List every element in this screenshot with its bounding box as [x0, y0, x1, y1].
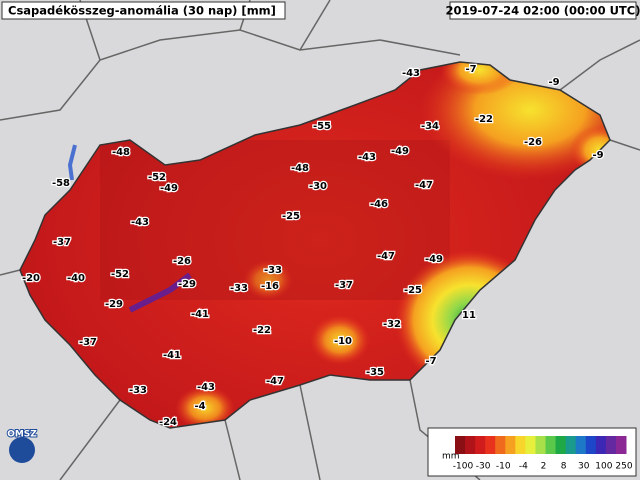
station-value: -25: [282, 211, 300, 222]
station-value: -10: [334, 336, 352, 347]
station-value: -43: [358, 152, 376, 163]
legend-swatch: [535, 436, 547, 454]
station-value: -43: [402, 68, 420, 79]
station-value: -33: [129, 385, 147, 396]
station-value: -7: [425, 356, 436, 367]
station-value: -34: [421, 121, 439, 132]
legend-swatch: [585, 436, 597, 454]
station-value: -26: [524, 137, 542, 148]
station-value: -40: [67, 273, 85, 284]
logo-emblem: [9, 437, 35, 463]
legend-unit: mm: [442, 452, 460, 462]
station-value: -35: [366, 367, 384, 378]
station-value: -49: [160, 183, 178, 194]
station-value: -37: [335, 280, 353, 291]
title-box: [1, 1, 286, 20]
station-value: -48: [112, 147, 130, 158]
station-value: -37: [79, 337, 97, 348]
station-value: -26: [173, 256, 191, 267]
legend-swatch: [495, 436, 506, 454]
legend-tick-label: -100: [453, 462, 474, 472]
legend-tick-label: 100: [595, 462, 612, 472]
legend-swatch: [505, 436, 516, 454]
logo: OMSZ: [7, 430, 37, 440]
station-value: -33: [264, 265, 282, 276]
station-value: -20: [22, 273, 40, 284]
station-value: -52: [111, 269, 129, 280]
station-value: -52: [148, 172, 166, 183]
timestamp: 2019-07-24 02:00 (00:00 UTC): [446, 4, 640, 18]
station-value: -37: [53, 237, 71, 248]
station-value: -7: [465, 64, 476, 75]
station-value: -48: [291, 163, 309, 174]
legend-swatch: [525, 436, 536, 454]
station-value: -43: [197, 382, 215, 393]
station-value: -22: [475, 114, 493, 125]
station-value: -47: [266, 376, 284, 387]
legend-swatch: [485, 436, 496, 454]
legend-swatch: [575, 436, 587, 454]
legend-swatch: [565, 436, 577, 454]
legend-swatch: [455, 436, 466, 454]
legend-tick-label: 8: [561, 462, 567, 472]
legend-tick-label: -10: [496, 462, 511, 472]
station-value: -30: [309, 181, 327, 192]
station-value: -9: [548, 77, 559, 88]
station-value: -16: [261, 281, 279, 292]
station-value: -9: [592, 150, 603, 161]
legend-tick-label: -4: [519, 462, 528, 472]
legend-swatch: [465, 436, 476, 454]
station-value: -41: [163, 350, 181, 361]
station-value: -41: [191, 309, 209, 320]
station-value: -49: [391, 146, 409, 157]
legend-swatch: [475, 436, 486, 454]
station-value: -22: [253, 325, 271, 336]
legend-swatch: [605, 436, 617, 454]
station-value: -58: [52, 178, 70, 189]
station-value: -49: [425, 254, 443, 265]
station-value: -25: [404, 285, 422, 296]
legend-swatch: [615, 436, 627, 454]
station-value: -32: [383, 319, 401, 330]
legend-swatch: [555, 436, 567, 454]
station-value: -29: [178, 279, 196, 290]
legend: -100 -30 -10 -4 2 8 30 100 250: [453, 436, 633, 472]
station-value: -55: [313, 121, 331, 132]
station-labels: -43 -7-9-55 -34-22-26-9-48 -43-49-58-52-49-…: [21, 63, 605, 430]
timestamp-box: [449, 1, 637, 20]
station-value: -47: [377, 251, 395, 262]
legend-tick-label: 250: [615, 462, 632, 472]
station-value: -33: [230, 283, 248, 294]
station-value: 11: [462, 310, 476, 321]
station-value: -4: [194, 401, 205, 412]
legend-tick-label: -30: [476, 462, 491, 472]
station-value: -47: [415, 180, 433, 191]
station-value: -46: [370, 199, 388, 210]
title: Csapadékösszeg-anomália (30 nap) [mm]: [8, 4, 276, 18]
legend-tick-label: 2: [541, 462, 547, 472]
station-value: -43: [131, 217, 149, 228]
legend-swatch: [595, 436, 607, 454]
legend-swatch: [515, 436, 526, 454]
legend-tick-label: 30: [578, 462, 590, 472]
station-value: -29: [105, 299, 123, 310]
lake: [67, 144, 77, 181]
legend-swatch: [545, 436, 557, 454]
station-value: -24: [159, 417, 177, 428]
